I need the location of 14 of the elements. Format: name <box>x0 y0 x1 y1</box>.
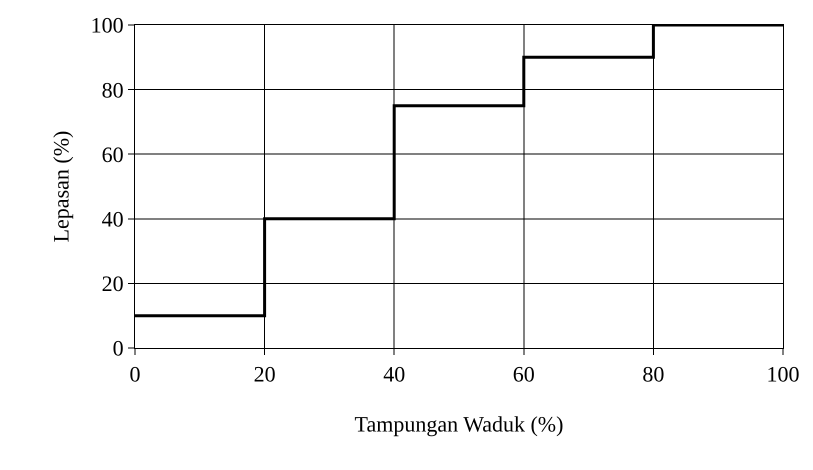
y-axis-title: Lepasan (%) <box>48 130 74 242</box>
x-tick-label: 60 <box>512 361 535 386</box>
y-tick-label: 60 <box>102 142 124 167</box>
y-tick-label: 40 <box>102 206 124 232</box>
x-axis-title: Tampungan Waduk (%) <box>354 411 564 436</box>
y-tick-label: 0 <box>112 336 124 361</box>
y-tick-label: 100 <box>90 12 124 38</box>
x-tick-label: 20 <box>254 361 276 386</box>
x-tick-label: 100 <box>766 361 800 386</box>
x-tick-label: 0 <box>130 361 140 386</box>
y-tick-label: 20 <box>102 271 124 296</box>
x-tick-label: 80 <box>642 361 664 386</box>
x-tick-label: 40 <box>383 361 406 386</box>
y-tick-label: 80 <box>102 77 124 102</box>
